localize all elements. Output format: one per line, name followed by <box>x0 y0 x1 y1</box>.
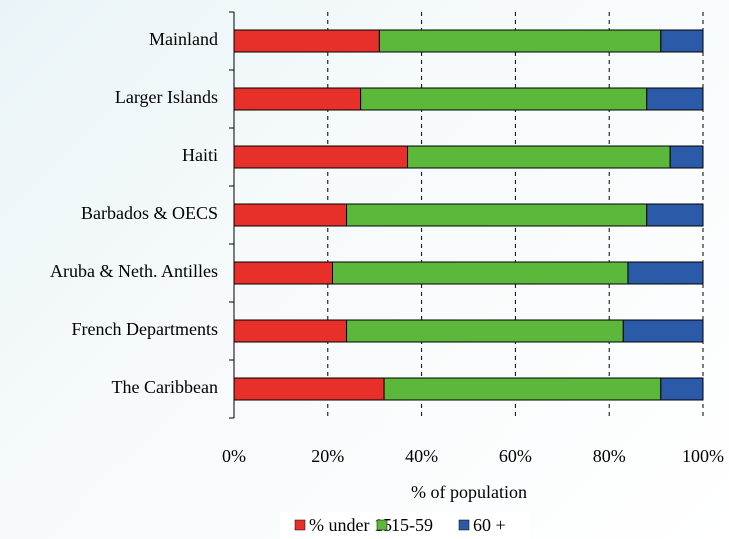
bar-segment <box>346 319 624 343</box>
bar-segment <box>378 29 662 53</box>
legend-label: 15-59 <box>391 515 433 535</box>
legend-label: % under 15 <box>309 515 392 535</box>
y-tick-label: Mainland <box>149 29 218 49</box>
bar-segment <box>233 145 409 169</box>
bar-segment <box>331 261 629 285</box>
x-tick-label: 80% <box>593 446 626 466</box>
y-tick-label: Haiti <box>182 145 218 165</box>
y-tick-label: Larger Islands <box>115 87 218 107</box>
bar-segment <box>346 203 648 227</box>
bar-segment <box>660 29 704 53</box>
bar-segment <box>233 377 385 401</box>
bar-segment <box>669 145 704 169</box>
legend-swatch <box>376 519 388 531</box>
x-tick-label: 20% <box>311 446 344 466</box>
bar-segment <box>627 261 704 285</box>
y-tick-label: French Departments <box>72 319 218 339</box>
bar-segment <box>646 87 704 111</box>
bar-segment <box>233 261 333 285</box>
bar-segment <box>233 87 362 111</box>
y-tick-label: The Caribbean <box>112 377 218 397</box>
x-tick-label: 40% <box>405 446 438 466</box>
bar-segment <box>407 145 671 169</box>
x-axis-label: % of population <box>411 482 527 502</box>
legend-label: 60 + <box>473 515 506 535</box>
legend-box <box>280 512 530 539</box>
bar-segment <box>646 203 704 227</box>
bar-segment <box>233 319 348 343</box>
bar-segment <box>383 377 662 401</box>
bar-segment <box>360 87 648 111</box>
legend-swatch <box>294 519 306 531</box>
bar-segment <box>233 203 348 227</box>
x-tick-label: 0% <box>222 446 246 466</box>
x-tick-label: 100% <box>682 446 724 466</box>
bar-segment <box>660 377 704 401</box>
bar-segment <box>233 29 380 53</box>
bar-segment <box>622 319 704 343</box>
legend-swatch <box>458 519 470 531</box>
y-tick-label: Barbados & OECS <box>81 203 218 223</box>
y-tick-label: Aruba & Neth. Antilles <box>50 261 218 281</box>
x-tick-label: 60% <box>499 446 532 466</box>
